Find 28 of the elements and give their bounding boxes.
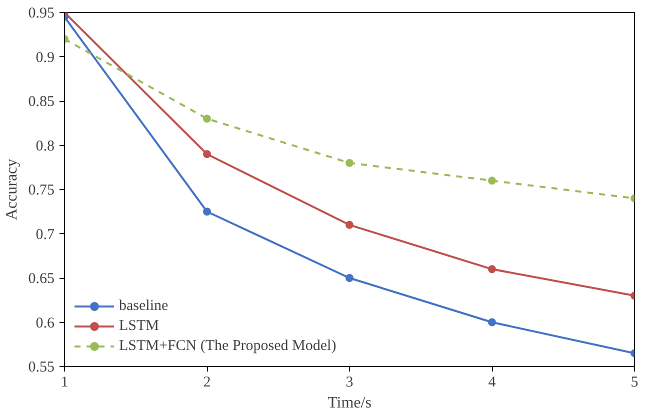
y-tick-label: 0.8: [36, 138, 54, 154]
point: [346, 158, 354, 167]
x-axis-title: Time/s: [328, 394, 372, 412]
x-tick-label: 5: [630, 374, 638, 390]
point: [346, 220, 354, 229]
y-axis-title: Accuracy: [3, 158, 20, 220]
y-tick-label: 0.7: [36, 226, 55, 243]
legend-label: LSTM: [119, 318, 160, 334]
y-tick-label: 0.85: [28, 94, 54, 110]
point: [203, 208, 211, 216]
y-tick-label: 0.95: [28, 6, 54, 22]
y-tick-label: 0.55: [28, 360, 54, 376]
y-tick-label: 0.9: [36, 50, 54, 66]
point: [488, 318, 496, 326]
x-tick-label: 3: [346, 374, 354, 390]
y-tick-label: 0.65: [28, 271, 54, 287]
point: [203, 150, 211, 158]
point: [346, 274, 354, 282]
point: [203, 114, 211, 123]
x-tick-label: 2: [203, 374, 211, 390]
point: [488, 176, 496, 185]
y-tick-label: 0.6: [36, 315, 55, 332]
legend-label: LSTM+FCN (The Proposed Model): [119, 338, 336, 354]
x-tick-label: 4: [488, 374, 496, 390]
y-tick-label: 0.75: [28, 182, 54, 198]
x-tick-label: 1: [60, 374, 68, 390]
legend-label: baseline: [119, 298, 168, 314]
point: [488, 265, 496, 274]
